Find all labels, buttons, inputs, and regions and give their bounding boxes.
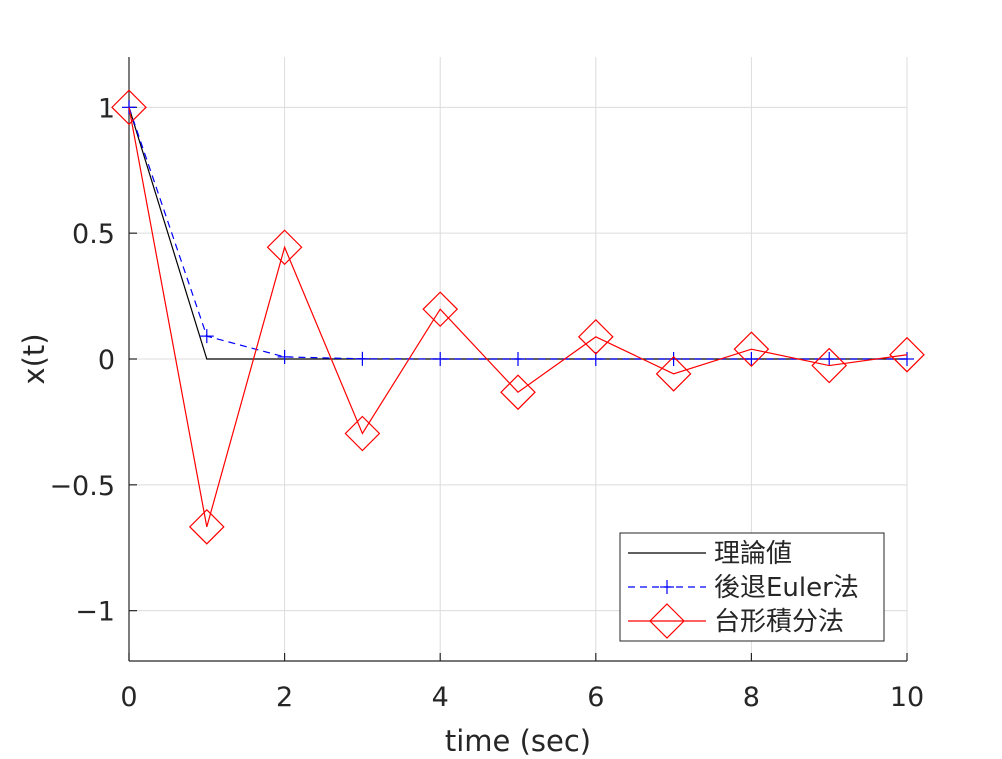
- y-tick-label: 0.5: [72, 219, 115, 250]
- series-3: [111, 89, 925, 545]
- data-point: [900, 352, 914, 366]
- x-tick-label: 0: [120, 682, 137, 713]
- x-tick-label: 2: [276, 682, 293, 713]
- data-point: [111, 89, 147, 126]
- series-line: [128, 107, 908, 528]
- data-point: [433, 351, 448, 366]
- data-point: [744, 352, 759, 366]
- legend-entry: 後退Euler法: [628, 573, 859, 603]
- data-point: [511, 352, 525, 366]
- data-point: [655, 355, 692, 392]
- legend-label: 後退Euler法: [714, 573, 859, 603]
- legend-label: 理論値: [714, 539, 792, 569]
- x-tick-label: 8: [743, 682, 760, 713]
- series-2: [122, 100, 914, 366]
- y-tick-label: −0.5: [49, 471, 115, 502]
- legend-marker-sample: [660, 580, 674, 594]
- data-point: [355, 351, 370, 366]
- legend-marker-sample: [649, 603, 685, 639]
- data-point: [666, 352, 681, 366]
- x-tick-label: 10: [890, 682, 924, 713]
- y-tick-label: −1: [75, 597, 115, 628]
- legend-entry: 台形積分法: [628, 603, 844, 639]
- data-point: [199, 329, 214, 344]
- data-point: [811, 347, 848, 384]
- data-point: [889, 336, 925, 373]
- data-point: [500, 374, 536, 411]
- data-point: [277, 349, 292, 364]
- data-point: [266, 229, 303, 266]
- y-tick-label: 0: [98, 345, 115, 376]
- legend-entry: 理論値: [628, 539, 792, 569]
- tick-labels: 0 2 4 6 8 10 1 0.5 0 −0.5 −1: [49, 93, 924, 713]
- axes: [128, 57, 908, 662]
- data-point: [822, 352, 837, 366]
- data-point: [344, 415, 381, 452]
- legend-label: 台形積分法: [714, 607, 844, 637]
- data-point: [188, 509, 225, 545]
- grid-lines: [128, 57, 908, 661]
- data-series: [111, 89, 925, 545]
- data-point: [733, 331, 770, 368]
- data-point: [577, 319, 614, 355]
- y-axis-label: x(t): [17, 333, 51, 384]
- y-tick-label: 1: [98, 93, 115, 124]
- x-tick-label: 4: [432, 682, 449, 713]
- data-point: [422, 291, 459, 328]
- x-axis-label: time (sec): [445, 724, 591, 758]
- x-tick-label: 6: [587, 682, 604, 713]
